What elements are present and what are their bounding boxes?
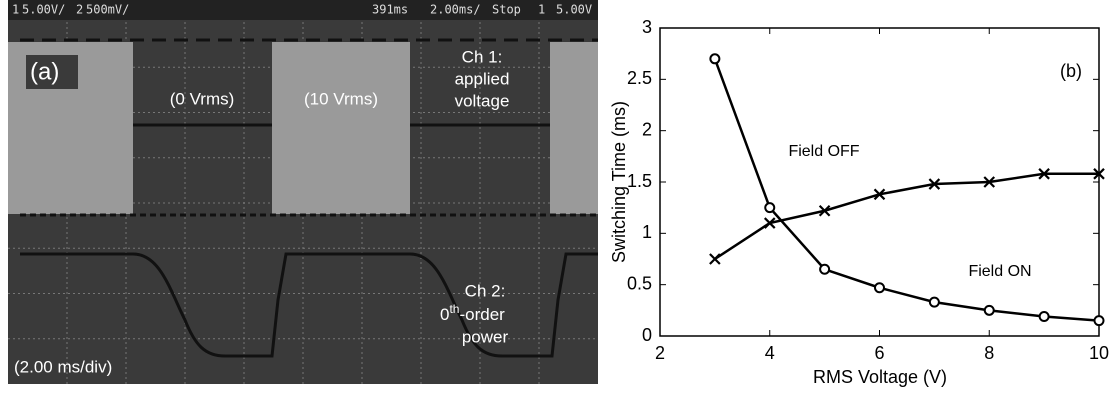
- header-item: Stop: [492, 3, 521, 17]
- header-item: 1: [538, 3, 545, 17]
- marker: [930, 298, 939, 307]
- marker: [765, 203, 774, 212]
- marker: [985, 306, 994, 315]
- marker: [710, 54, 719, 63]
- y-tick-label: 1: [642, 222, 652, 242]
- x-tick-label: 8: [984, 343, 994, 363]
- state-label: (0 Vrms): [170, 89, 235, 108]
- marker: [1040, 312, 1049, 321]
- ch1-label: voltage: [455, 91, 510, 110]
- x-tick-label: 10: [1089, 343, 1109, 363]
- series-label: Field OFF: [788, 143, 859, 160]
- y-tick-label: 0.5: [627, 273, 652, 293]
- ch2-label: Ch 2:: [465, 281, 506, 300]
- timebase: (2.00 ms/div): [14, 357, 112, 376]
- x-tick-label: 2: [655, 343, 665, 363]
- y-tick-label: 3: [642, 17, 652, 37]
- ch2-label: power: [462, 327, 509, 346]
- y-tick-label: 2: [642, 119, 652, 139]
- state-label: (10 Vrms): [304, 89, 378, 108]
- figure: 1 5.00V/ 2 500mV/ 391ms 2.00ms/ Stop 1 5…: [0, 0, 1119, 396]
- marker: [1095, 316, 1104, 325]
- x-tick-label: 4: [765, 343, 775, 363]
- series-label: Field ON: [968, 263, 1031, 280]
- x-axis-label: RMS Voltage (V): [813, 367, 947, 387]
- marker: [820, 265, 829, 274]
- marker: [710, 254, 720, 264]
- marker: [875, 283, 884, 292]
- header-item: 5.00V: [556, 3, 592, 17]
- header-item: 2.00ms/: [430, 3, 481, 17]
- ch2-label-part: -order: [459, 305, 505, 324]
- ch2-label-part: 0: [440, 305, 449, 324]
- chart: RMS Voltage (V) Switching Time (ms) (b) …: [609, 17, 1109, 387]
- ch2-sup: th: [449, 302, 459, 316]
- annotation: (b): [1060, 61, 1082, 81]
- header-item: 2: [76, 3, 83, 17]
- y-tick-label: 1.5: [627, 171, 652, 191]
- y-axis-label: Switching Time (ms): [609, 101, 629, 263]
- figure-svg: 1 5.00V/ 2 500mV/ 391ms 2.00ms/ Stop 1 5…: [0, 0, 1119, 396]
- y-tick-label: 2.5: [627, 68, 652, 88]
- panel-label: (a): [30, 58, 59, 85]
- x-tick-label: 6: [874, 343, 884, 363]
- header-item: 500mV/: [86, 3, 129, 17]
- series-line: [715, 174, 1099, 259]
- ch1-label: applied: [455, 69, 510, 88]
- header-item: 1: [12, 3, 19, 17]
- ch1-label: Ch 1:: [462, 47, 503, 66]
- header-item: 391ms: [372, 3, 408, 17]
- header-item: 5.00V/: [22, 3, 65, 17]
- y-tick-label: 0: [642, 325, 652, 345]
